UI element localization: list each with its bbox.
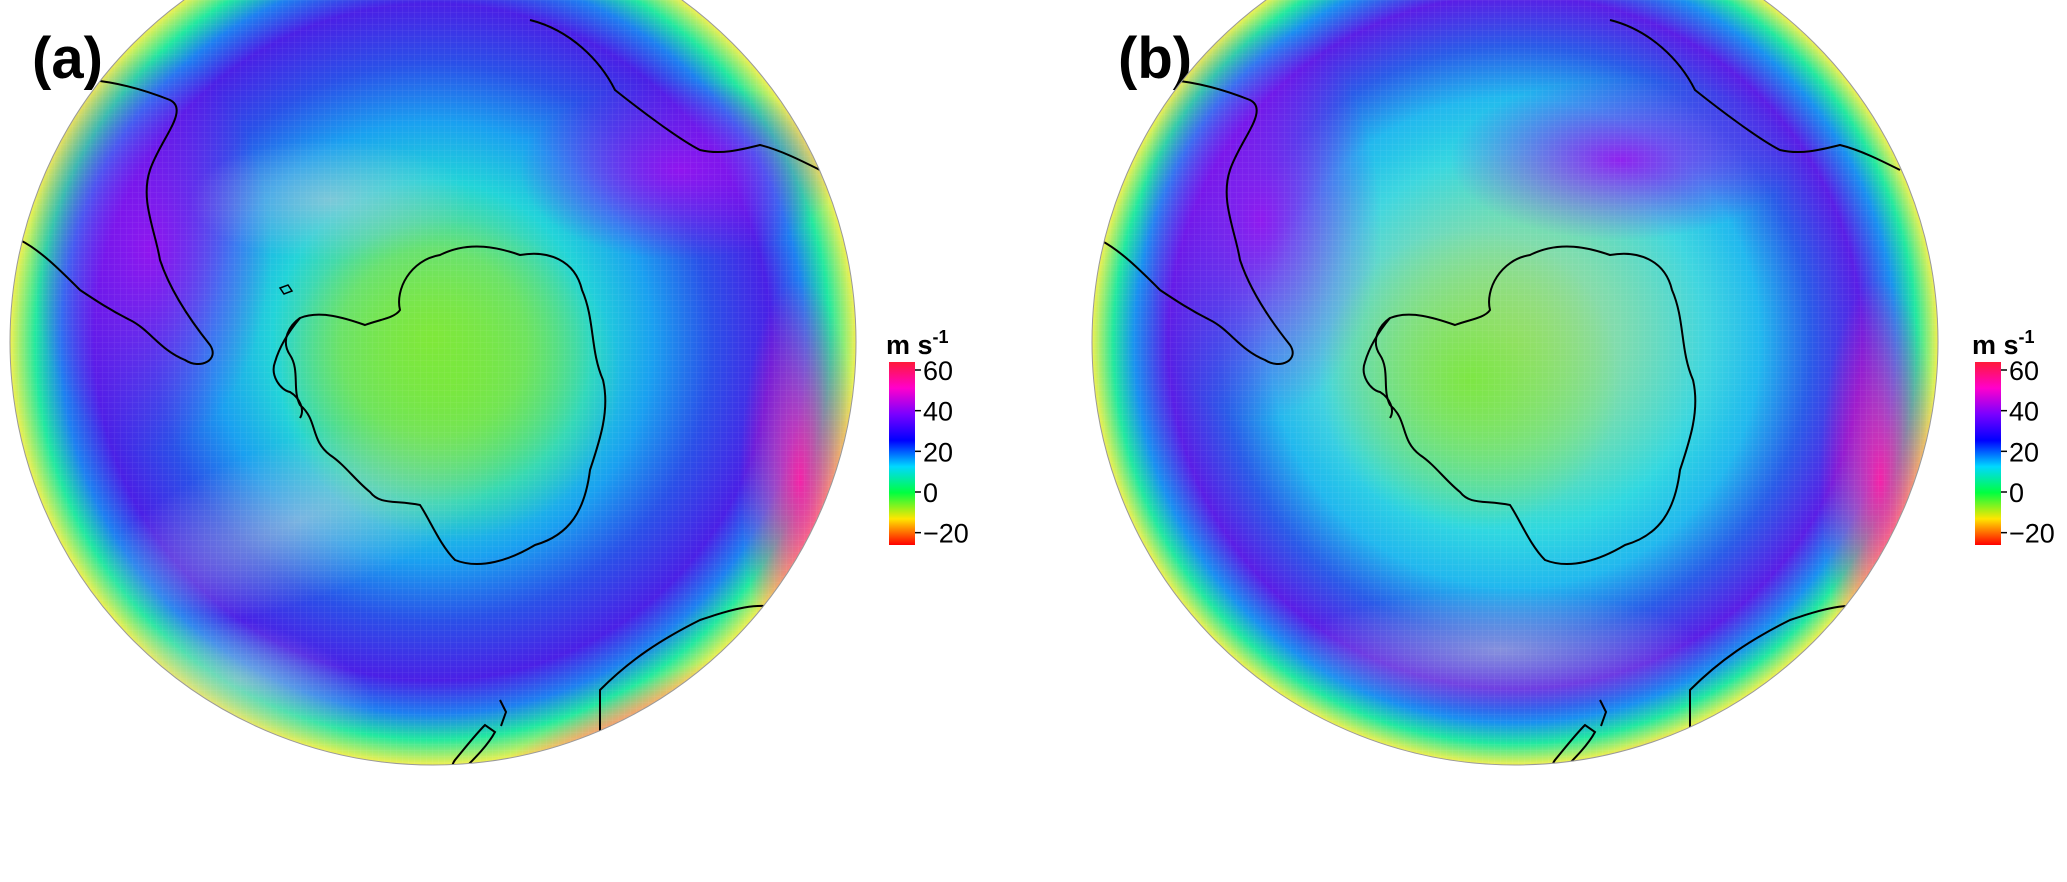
- colorbar-unit-main-b: m s: [1972, 330, 2019, 360]
- antarctica-outline: [284, 245, 607, 566]
- colorbar-a-tick-label: 0: [923, 478, 938, 508]
- colorbar-b-tick-label: 40: [2009, 397, 2039, 427]
- colorbar-b-tick-label: 20: [2009, 437, 2039, 467]
- south-america-outline-b: [1099, 78, 1294, 365]
- colorbar-a: m s-1 60 40 20 0 −20: [886, 327, 969, 549]
- colorbar-a-bar: [889, 362, 915, 545]
- colorbar-a-ticks: 60 40 20 0 −20: [915, 356, 969, 549]
- antarctic-peninsula: [272, 317, 303, 419]
- colorbar-unit-exp: -1: [933, 327, 949, 347]
- antarctic-peninsula-b: [1362, 317, 1393, 419]
- panel-a: (a): [9, 0, 857, 766]
- panel-a-map: [10, 0, 856, 765]
- colorbar-unit-main: m s: [886, 330, 933, 360]
- colorbar-b-bar: [1975, 362, 2001, 545]
- colorbar-a-tick-label: 40: [923, 397, 953, 427]
- colorbar-b-ticks: 60 40 20 0 −20: [2001, 356, 2055, 549]
- new-zealand-outline-b: [1551, 699, 1608, 765]
- new-zealand-outline: [451, 699, 508, 765]
- africa-outline-b: [1609, 19, 1901, 171]
- colorbar-unit-exp-b: -1: [2019, 327, 2035, 347]
- colorbar-b-tick-label: −20: [2009, 519, 2055, 549]
- falklands: [278, 284, 294, 295]
- colorbar-b-tick-label: 0: [2009, 478, 2024, 508]
- colorbar-b-unit: m s-1: [1972, 327, 2035, 360]
- colorbar-a-unit: m s-1: [886, 327, 949, 360]
- panel-b: (b): [1091, 0, 1939, 766]
- colorbar-a-tick-label: −20: [923, 519, 969, 549]
- colorbar-a-tick-label: 20: [923, 437, 953, 467]
- africa-outline: [529, 19, 821, 171]
- panel-b-label: (b): [1118, 26, 1192, 91]
- colorbar-b-tick-label: 60: [2009, 356, 2039, 386]
- colorbar-a-tick-label: 60: [923, 356, 953, 386]
- panel-b-map: [1092, 0, 1938, 765]
- panel-a-label: (a): [32, 26, 103, 91]
- south-america-outline: [19, 78, 214, 365]
- antarctica-outline-b: [1374, 245, 1697, 566]
- colorbar-b: m s-1 60 40 20 0 −20: [1972, 327, 2055, 549]
